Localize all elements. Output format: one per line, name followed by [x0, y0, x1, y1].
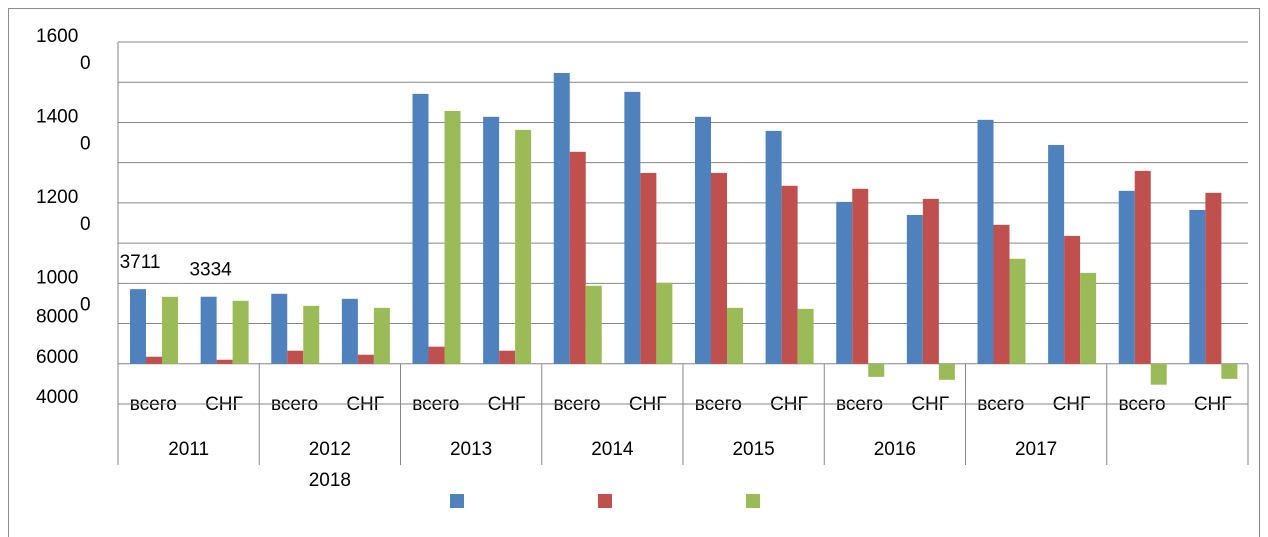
bar [515, 129, 532, 364]
bar [1080, 272, 1097, 364]
bar [357, 354, 374, 364]
legend-swatch [746, 494, 760, 508]
x-tick-label: всего [412, 394, 459, 415]
bar [1134, 170, 1151, 364]
bar [341, 298, 358, 364]
bar [922, 198, 939, 364]
bar [727, 307, 743, 364]
bar [428, 346, 445, 364]
bar [444, 110, 461, 364]
bar [287, 350, 304, 364]
x-tick-label: СНГ [1053, 394, 1091, 415]
y-tick-label: 8000 [36, 307, 78, 328]
y-tick-label: 12000 [36, 187, 91, 235]
bar [797, 308, 814, 364]
bar [765, 130, 782, 364]
bar [852, 188, 869, 364]
group-label: 2018 [309, 470, 351, 491]
group-label: 2016 [874, 439, 916, 460]
bar [1118, 190, 1135, 364]
x-tick-label: СНГ [770, 394, 808, 415]
bar [977, 119, 994, 364]
bar [906, 214, 923, 364]
bar [569, 151, 586, 364]
bar [695, 116, 711, 364]
bar [1048, 144, 1065, 364]
bar [373, 307, 390, 364]
group-label: 2013 [450, 439, 492, 460]
bar [1009, 258, 1026, 364]
y-tick-label: 14000 [36, 106, 91, 154]
bar [640, 172, 657, 364]
legend-swatch [450, 494, 464, 508]
bar [868, 363, 885, 377]
bar [130, 289, 146, 364]
x-tick-label: всего [130, 394, 177, 415]
bar [836, 201, 853, 364]
x-tick-label: СНГ [346, 394, 384, 415]
group-label: 2014 [591, 439, 634, 460]
x-tick-label: всего [1119, 394, 1166, 415]
y-tick-label: 16000 [36, 26, 91, 74]
x-tick-label: всего [271, 394, 318, 415]
bar [781, 185, 798, 364]
bar [1205, 192, 1222, 364]
x-tick-label: СНГ [1194, 394, 1232, 415]
data-label: 3711 [120, 252, 161, 273]
bar [412, 93, 429, 364]
y-tick-label: 4000 [36, 387, 78, 408]
x-tick-label: СНГ [205, 394, 243, 415]
bar [303, 305, 320, 364]
x-tick-label: СНГ [488, 394, 526, 415]
x-tick-label: СНГ [629, 394, 667, 415]
x-tick-label: всего [977, 394, 1024, 415]
bar [483, 116, 500, 364]
bar [1189, 209, 1206, 364]
y-tick-label: 10000 [36, 267, 91, 315]
bar [200, 296, 217, 364]
x-tick-label: всего [836, 394, 883, 415]
bar [711, 172, 727, 364]
group-label: 2011 [168, 439, 209, 460]
bar [624, 91, 641, 364]
bar [271, 293, 288, 364]
bar [1150, 363, 1167, 385]
bar [1221, 363, 1238, 379]
group-label: 2012 [309, 439, 351, 460]
group-label: 2015 [732, 439, 774, 460]
bar [232, 300, 249, 364]
bar [162, 296, 178, 364]
bar [499, 350, 516, 364]
x-tick-label: всего [695, 394, 742, 415]
legend-swatch [598, 494, 612, 508]
y-tick-label: 6000 [36, 347, 78, 368]
bar [585, 285, 602, 364]
bar [216, 359, 233, 364]
group-label: 2017 [1015, 439, 1057, 460]
x-tick-label: всего [554, 394, 601, 415]
bar [656, 282, 673, 364]
bar [553, 72, 570, 364]
bar [1064, 235, 1081, 364]
bar [146, 356, 162, 364]
data-label: 3334 [189, 260, 232, 281]
bar [938, 363, 955, 380]
x-tick-label: СНГ [911, 394, 949, 415]
bar [993, 224, 1010, 364]
